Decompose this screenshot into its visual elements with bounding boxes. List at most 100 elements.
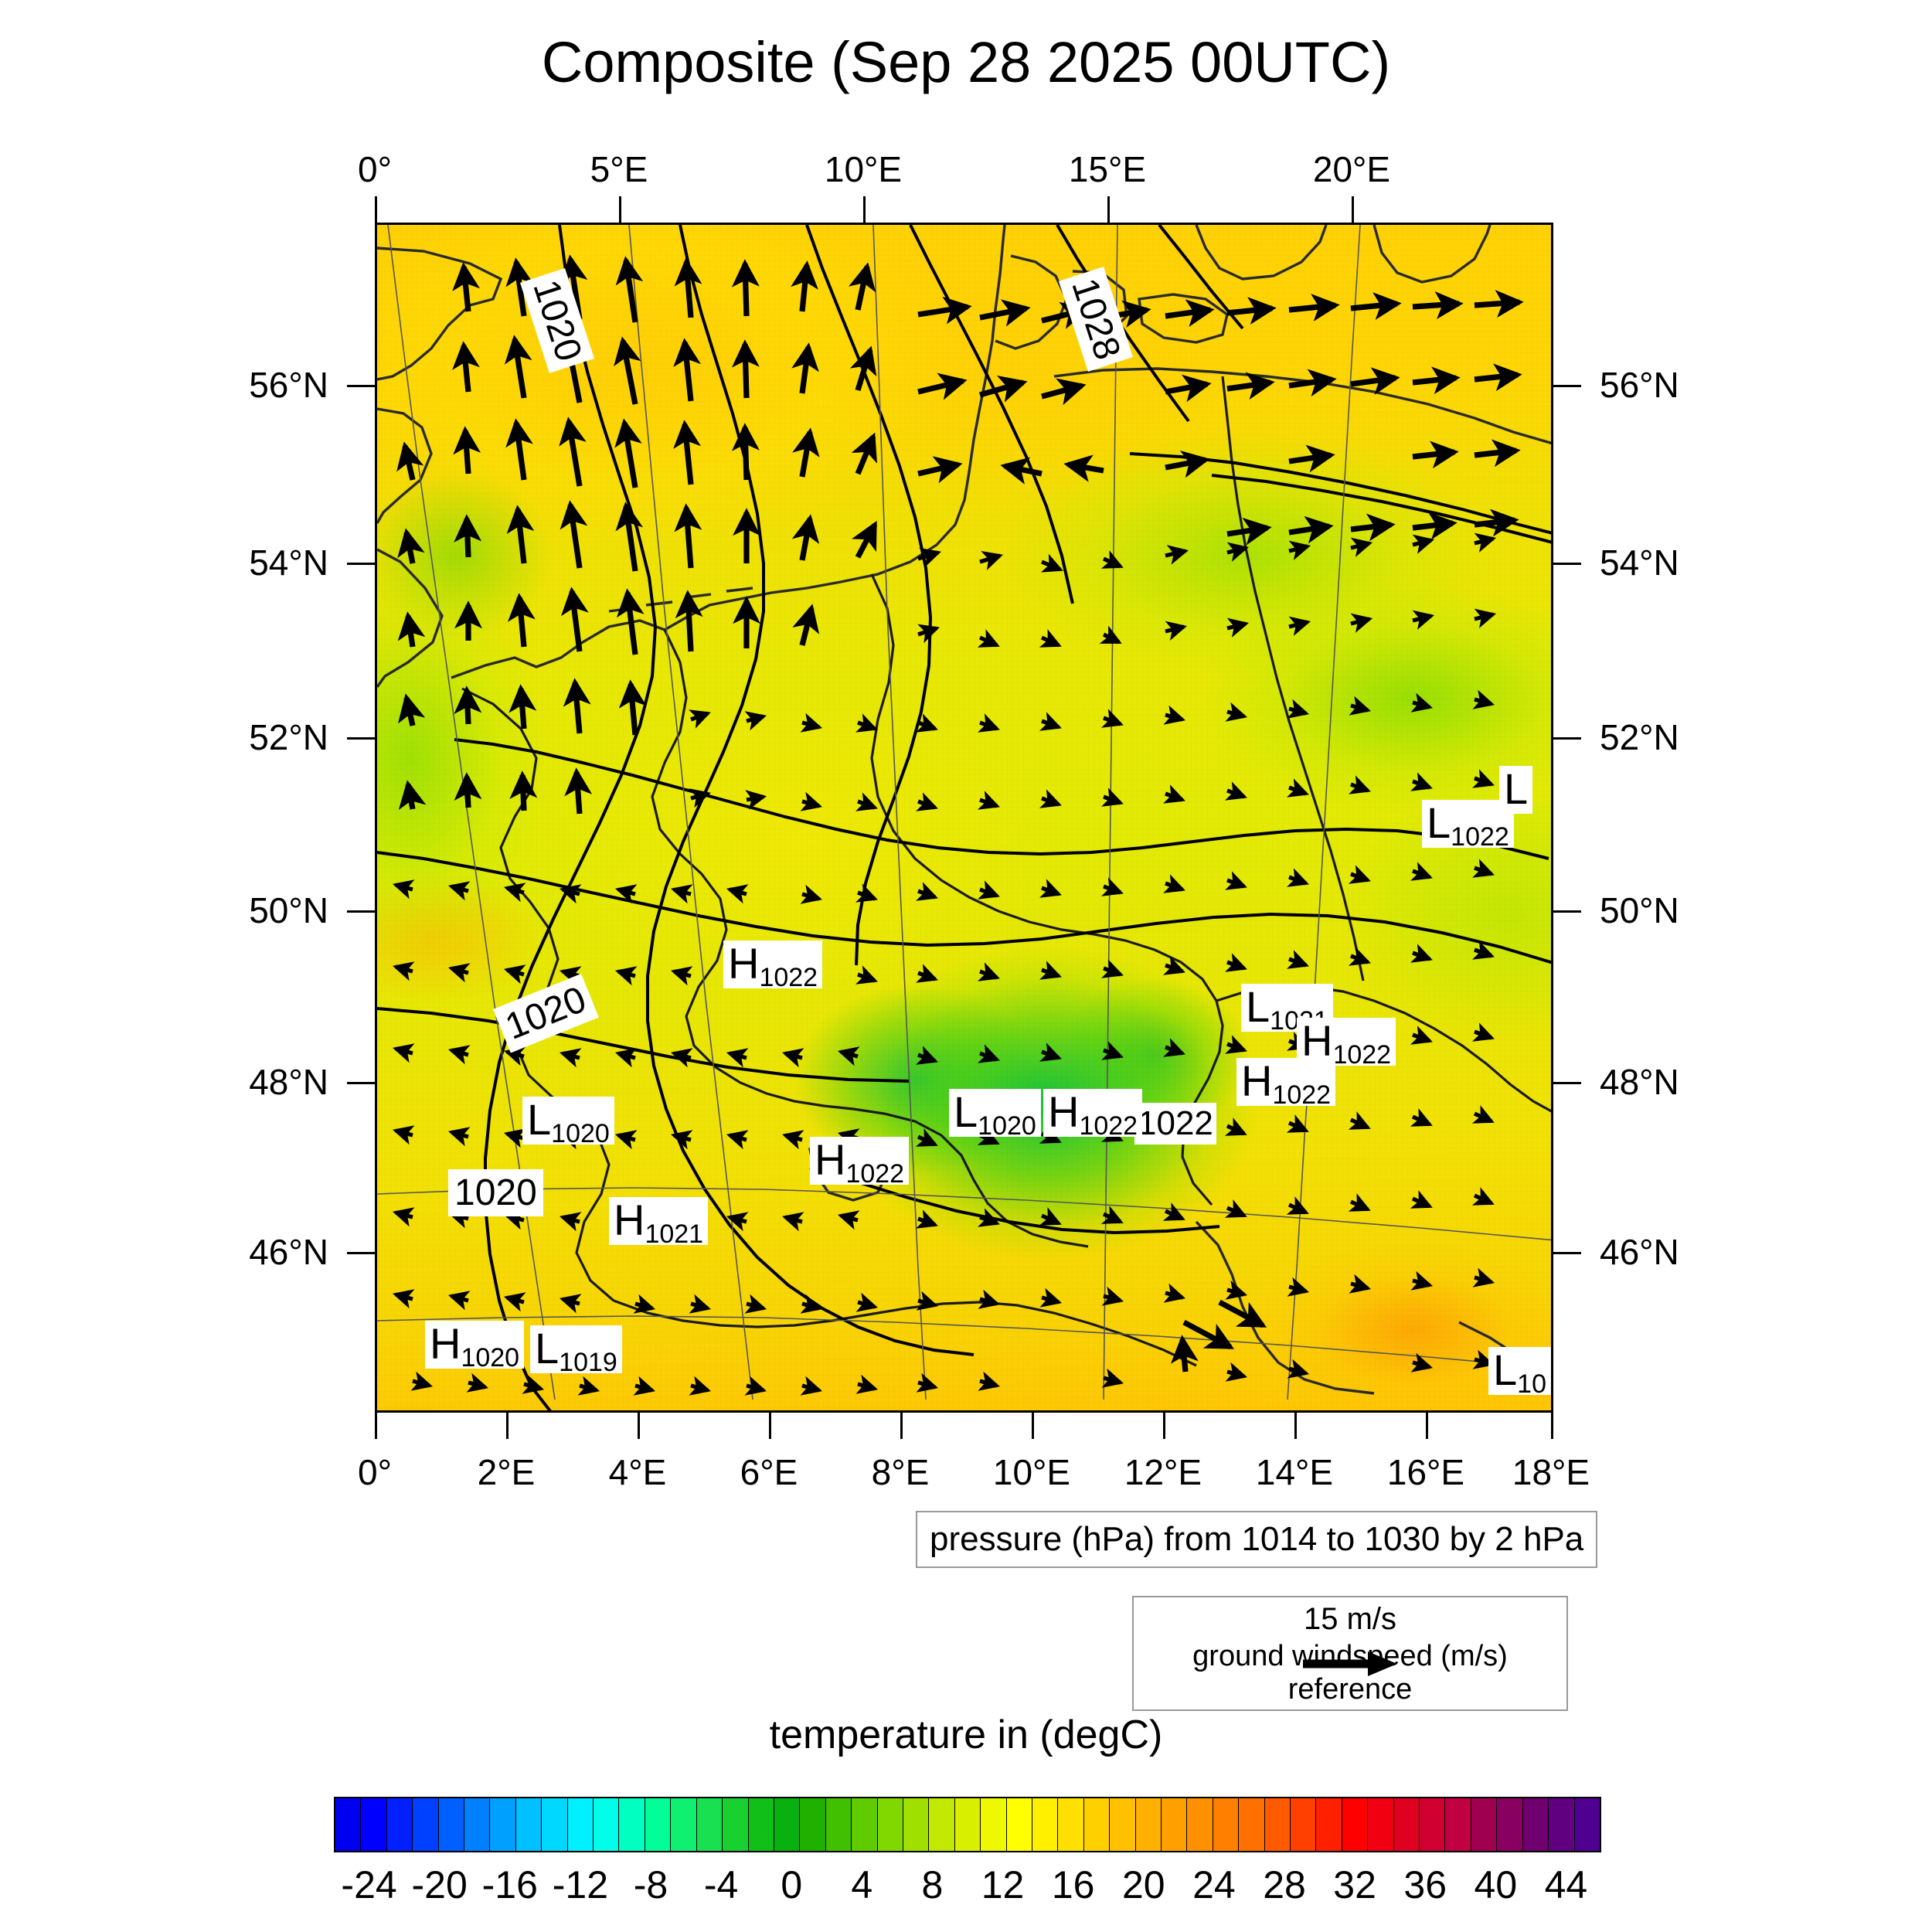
bottom-tick — [1426, 1413, 1428, 1439]
pressure-center-high: H1022 — [723, 940, 823, 991]
right-tick — [1553, 1252, 1581, 1254]
pressure-center-low: L1020 — [522, 1097, 614, 1147]
colorbar-tick-label: -4 — [703, 1863, 739, 1906]
colorbar-tick-label: 32 — [1333, 1863, 1376, 1906]
colorbar-cell — [1135, 1798, 1162, 1851]
colorbar-cell — [774, 1798, 801, 1851]
wind-reference-arrow-icon — [1303, 1651, 1397, 1676]
colorbar-tick-label: -24 — [341, 1863, 397, 1906]
top-axis-label: 10°E — [824, 149, 903, 189]
colorbar[interactable] — [334, 1797, 1601, 1852]
colorbar-cell — [723, 1798, 749, 1851]
colorbar-cell — [386, 1798, 413, 1851]
colorbar-cell — [800, 1798, 826, 1851]
colorbar-tick-label: 24 — [1192, 1863, 1236, 1906]
left-axis-label: 54°N — [249, 543, 328, 583]
colorbar-cell — [1058, 1798, 1084, 1851]
colorbar-tick-label: -20 — [411, 1863, 468, 1906]
map-panel[interactable]: 1020 1028 1020 1020 1022 H1022 L1022 L L… — [249, 149, 1679, 1492]
top-tick — [863, 196, 866, 223]
left-tick — [347, 1082, 375, 1084]
left-tick — [347, 910, 375, 913]
colorbar-cell — [1342, 1798, 1369, 1851]
colorbar-tick-label: 0 — [781, 1863, 803, 1906]
colorbar-cell — [748, 1798, 774, 1851]
colorbar-cell — [877, 1798, 903, 1851]
colorbar-tick-label: 28 — [1263, 1863, 1306, 1906]
colorbar-tick-label: 20 — [1121, 1863, 1165, 1906]
colorbar-cell — [645, 1798, 672, 1851]
colorbar-cell — [1420, 1798, 1446, 1851]
bottom-axis-label: 16°E — [1386, 1452, 1465, 1492]
colorbar-cell — [1110, 1798, 1136, 1851]
pressure-center-low: L1022 — [1422, 800, 1514, 850]
colorbar-cell — [1187, 1798, 1213, 1851]
left-axis-label: 48°N — [249, 1062, 328, 1102]
bottom-axis-label: 18°E — [1512, 1452, 1590, 1492]
colorbar-cell — [1083, 1798, 1111, 1851]
pressure-center-low-clipped: L — [1499, 766, 1533, 814]
bottom-axis-label: 10°E — [992, 1452, 1071, 1492]
wind-vectors — [392, 254, 1524, 1396]
colorbar-cell — [464, 1798, 491, 1851]
left-axis-label: 50°N — [249, 890, 328, 930]
colorbar-cell — [515, 1798, 543, 1851]
pressure-center-high: H1022 — [810, 1137, 910, 1187]
top-axis-label: 15°E — [1068, 149, 1147, 189]
colorbar-cell — [542, 1798, 568, 1851]
left-tick — [347, 737, 375, 740]
top-tick — [1352, 196, 1354, 223]
top-tick — [375, 196, 377, 223]
colorbar-ticks: -24 -20 -16 -12 -8 -4 0 4 8 12 16 20 24 28 32 36 40 44 — [334, 1862, 1601, 1909]
colorbar-title: temperature in (degC) — [769, 1713, 1163, 1757]
colorbar-tick-label: -8 — [633, 1863, 668, 1906]
bottom-tick — [1163, 1413, 1165, 1439]
bottom-axis-label: 0° — [358, 1452, 392, 1492]
bottom-axis-label: 12°E — [1124, 1452, 1202, 1492]
colorbar-cell — [1291, 1798, 1317, 1851]
colorbar-tick-label: 8 — [921, 1863, 944, 1906]
wind-reference-value: 15 m/s — [1303, 1602, 1397, 1636]
left-axis-label: 56°N — [249, 365, 328, 405]
pressure-center-low: L1020 — [949, 1089, 1041, 1139]
bottom-axis-label: 14°E — [1255, 1452, 1334, 1492]
isobar-value-1022: 1022 — [1134, 1103, 1216, 1145]
left-axis-label: 52°N — [249, 717, 328, 757]
right-axis-label: 46°N — [1600, 1232, 1679, 1272]
colorbar-cell — [1264, 1798, 1291, 1851]
isobars — [377, 225, 1551, 1410]
colorbar-cell — [1006, 1798, 1032, 1851]
coastlines — [377, 225, 1551, 1395]
pressure-legend-box: pressure (hPa) from 1014 to 1030 by 2 hP… — [916, 1511, 1598, 1568]
colorbar-tick-label: 36 — [1403, 1863, 1447, 1906]
right-tick — [1553, 563, 1581, 565]
colorbar-tick-label: 4 — [851, 1863, 873, 1906]
bottom-tick — [1551, 1413, 1553, 1439]
colorbar-cell — [1549, 1798, 1575, 1851]
colorbar-cell — [1445, 1798, 1471, 1851]
colorbar-tick-label: -16 — [481, 1863, 538, 1906]
right-axis-label: 56°N — [1600, 365, 1679, 405]
pressure-center-high: H1022 — [1236, 1058, 1336, 1108]
colorbar-cell — [1239, 1798, 1265, 1851]
left-tick — [347, 1252, 375, 1254]
left-axis-label: 46°N — [249, 1232, 328, 1272]
bottom-tick — [1032, 1413, 1034, 1439]
colorbar-tick-label: 44 — [1544, 1863, 1588, 1906]
colorbar-cell — [825, 1798, 852, 1851]
bottom-tick — [375, 1413, 377, 1439]
colorbar-cell — [929, 1798, 955, 1851]
top-axis-label: 20°E — [1312, 149, 1391, 189]
wind-reference-box: 15 m/s ground windspeed (m/s) reference — [1132, 1596, 1568, 1711]
colorbar-tick-label: 40 — [1474, 1863, 1518, 1906]
colorbar-cell — [1471, 1798, 1498, 1851]
top-axis-label: 0° — [358, 149, 392, 189]
colorbar-cell — [1032, 1798, 1059, 1851]
left-tick — [347, 563, 375, 565]
colorbar-cell — [361, 1798, 387, 1851]
right-tick — [1553, 737, 1581, 740]
colorbar-cell — [1574, 1798, 1600, 1851]
colorbar-cell — [1316, 1798, 1342, 1851]
top-axis-label: 5°E — [590, 149, 648, 189]
pressure-center-low: L1019 — [530, 1325, 622, 1376]
